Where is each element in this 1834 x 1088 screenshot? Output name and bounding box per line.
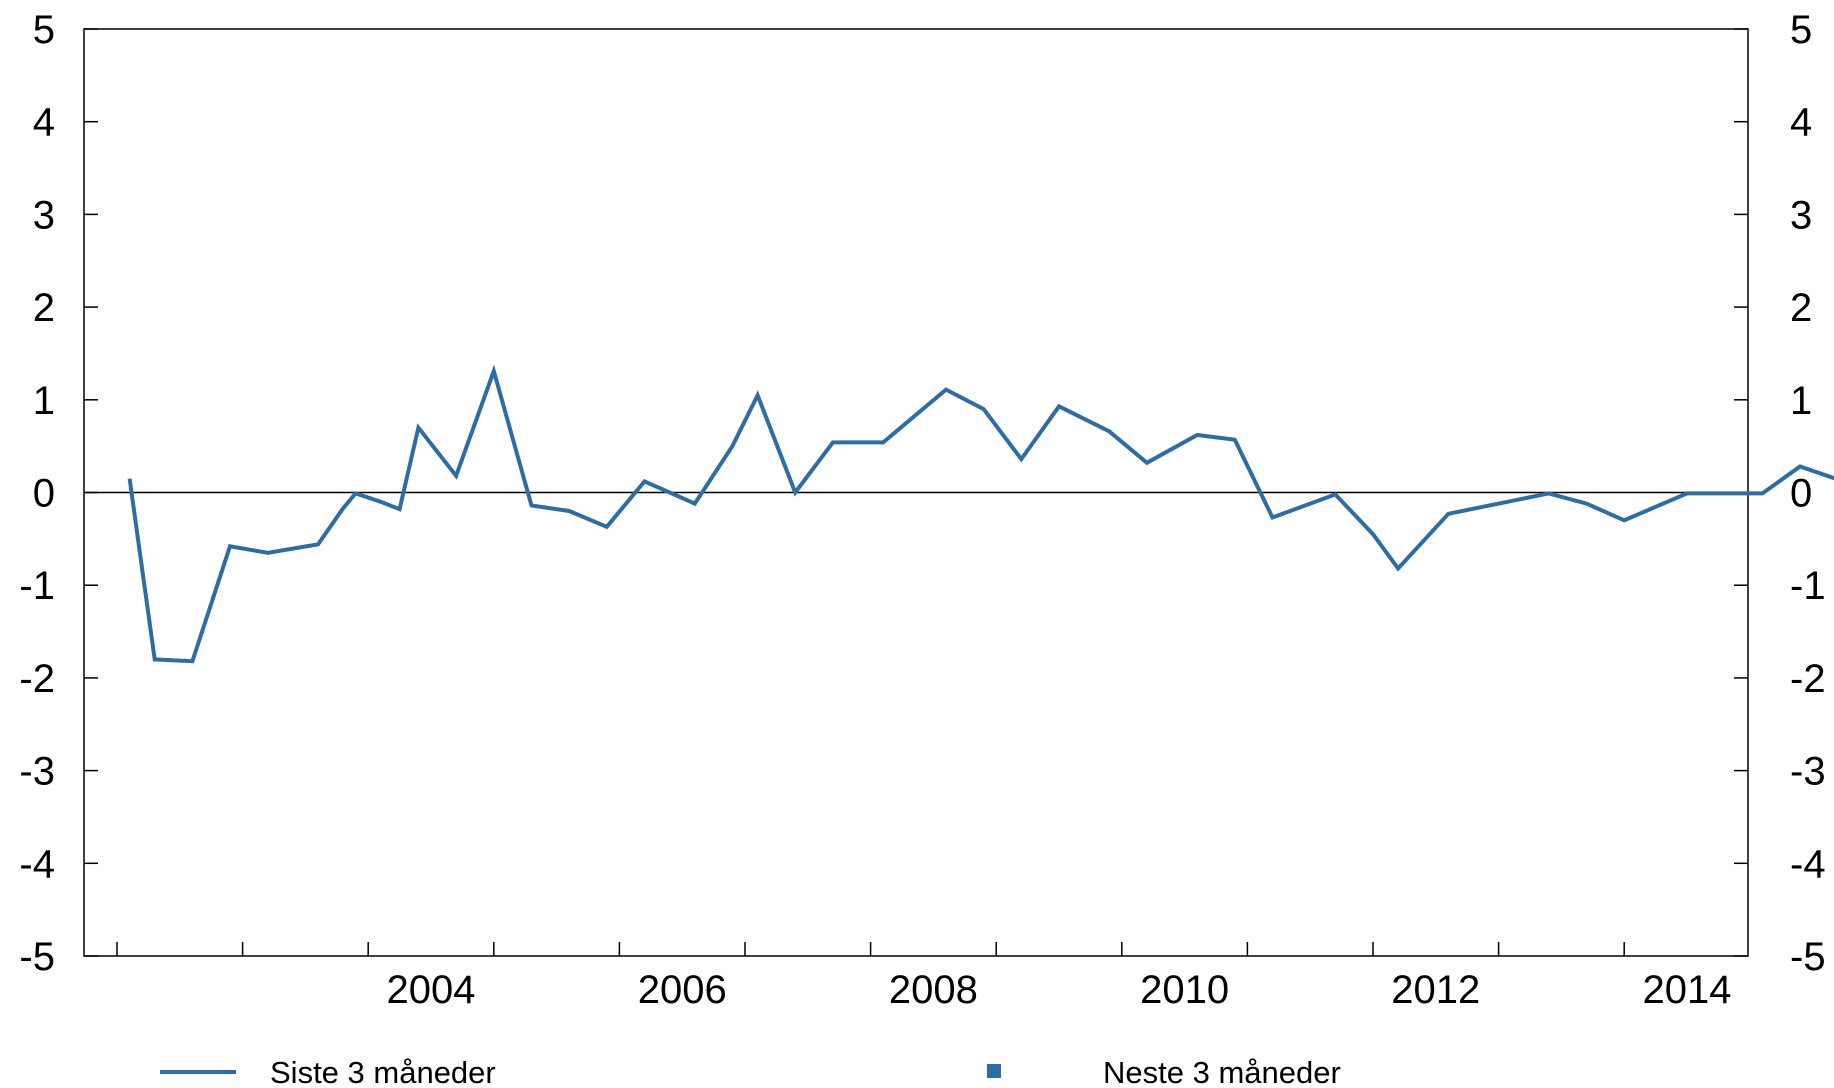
y-tick-label-left: 0	[33, 472, 55, 516]
y-tick-label-right: -1	[1790, 564, 1826, 608]
y-tick-label-left: -3	[19, 750, 55, 794]
y-tick-label-right: -4	[1790, 842, 1826, 886]
y-tick-label-right: -3	[1790, 750, 1826, 794]
x-tick-label: 2006	[638, 968, 727, 1012]
y-tick-label-left: 3	[33, 193, 55, 237]
y-tick-label-right: 2	[1790, 286, 1812, 330]
y-tick-label-left: -5	[19, 935, 55, 979]
legend-label-neste: Neste 3 måneder	[1103, 1055, 1341, 1088]
y-tick-label-left: -2	[19, 657, 55, 701]
x-tick-label: 2014	[1643, 968, 1732, 1012]
legend-marker-swatch	[987, 1064, 1001, 1078]
y-tick-label-right: 3	[1790, 193, 1812, 237]
series-layer	[127, 364, 1834, 664]
series-line	[127, 364, 1834, 664]
x-tick-label: 2004	[387, 968, 476, 1012]
y-tick-label-right: -5	[1790, 935, 1826, 979]
y-tick-label-right: 1	[1790, 379, 1812, 423]
y-tick-label-right: 4	[1790, 101, 1812, 145]
y-tick-label-left: 1	[33, 379, 55, 423]
y-axis-left: 5 4 3 2 1 0 -1 -2 -3 -4 -5	[19, 8, 98, 979]
y-axis-right: 5 4 3 2 1 0 -1 -2 -3 -4 -5	[1734, 8, 1826, 979]
y-tick-label-left: -4	[19, 842, 55, 886]
x-tick-label: 2010	[1140, 968, 1229, 1012]
y-tick-label-left: -1	[19, 564, 55, 608]
y-tick-label-left: 5	[33, 8, 55, 52]
y-tick-label-right: 5	[1790, 8, 1812, 52]
legend: Siste 3 måneder Neste 3 måneder	[160, 1055, 1341, 1088]
y-tick-label-left: 4	[33, 101, 55, 145]
y-tick-label-right: 0	[1790, 472, 1812, 516]
y-tick-label-left: 2	[33, 286, 55, 330]
x-axis: 2004 2006 2008 2010 2012 2014	[116, 942, 1732, 1012]
x-tick-label: 2008	[889, 968, 978, 1012]
y-tick-label-right: -2	[1790, 657, 1826, 701]
x-tick-label: 2012	[1391, 968, 1480, 1012]
legend-label-siste: Siste 3 måneder	[270, 1055, 496, 1088]
